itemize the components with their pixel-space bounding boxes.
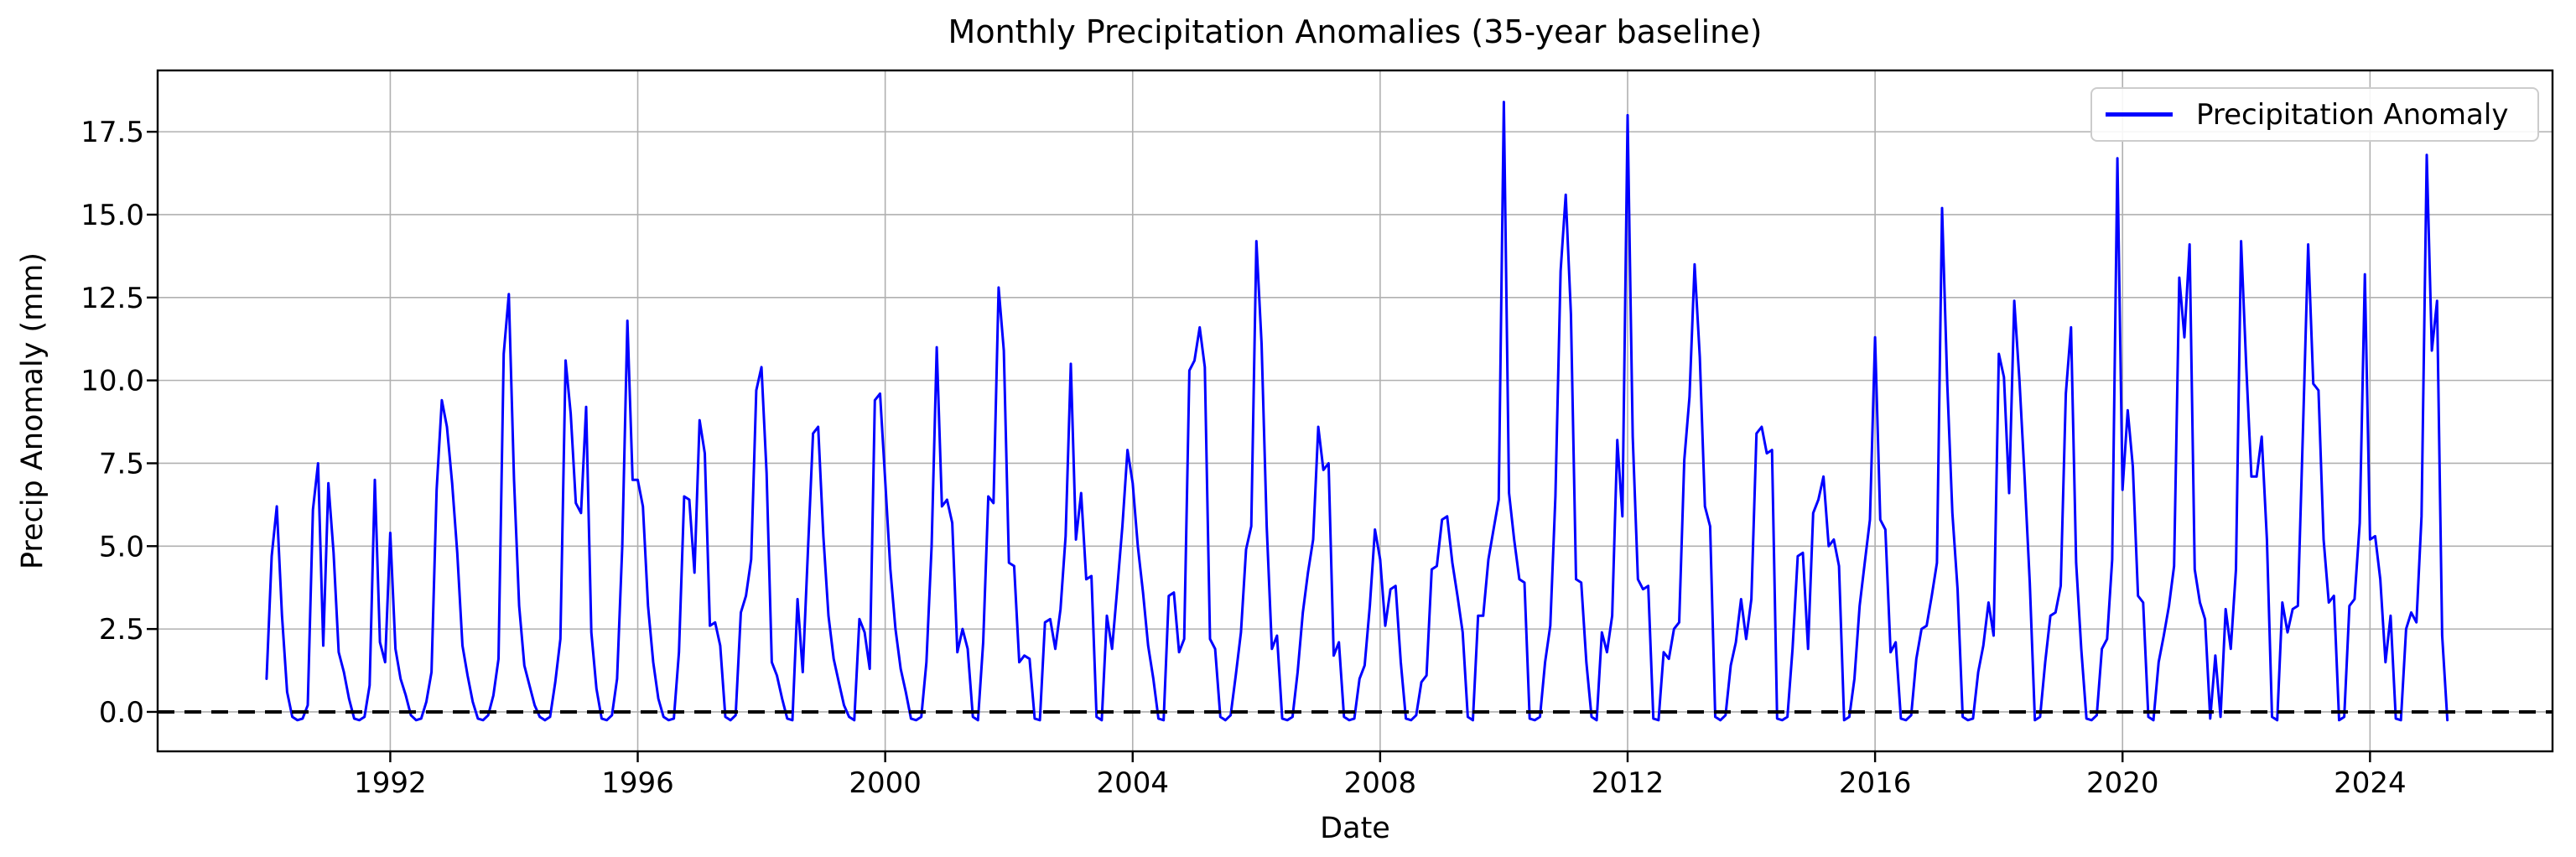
legend: Precipitation Anomaly bbox=[2090, 87, 2539, 142]
y-tick-label: 17.5 bbox=[80, 116, 144, 149]
y-tick-label: 12.5 bbox=[80, 282, 144, 315]
y-tick-label: 15.0 bbox=[80, 199, 144, 232]
x-tick-label: 1992 bbox=[354, 766, 427, 800]
legend-line-sample bbox=[2106, 112, 2173, 117]
y-tick-label: 7.5 bbox=[99, 447, 144, 480]
x-tick-label: 2020 bbox=[2086, 766, 2159, 800]
x-tick-label: 2016 bbox=[1839, 766, 1912, 800]
y-tick-label: 0.0 bbox=[99, 696, 144, 730]
x-tick-label: 2000 bbox=[849, 766, 922, 800]
legend-label: Precipitation Anomaly bbox=[2196, 97, 2509, 132]
x-tick-label: 2008 bbox=[1344, 766, 1417, 800]
y-axis-label: Precip Anomaly (mm) bbox=[16, 252, 49, 570]
x-tick-label: 2004 bbox=[1096, 766, 1169, 800]
x-tick-label: 2012 bbox=[1592, 766, 1665, 800]
x-axis-label: Date bbox=[1320, 812, 1390, 845]
y-tick-label: 2.5 bbox=[99, 613, 144, 647]
x-tick-label: 2024 bbox=[2334, 766, 2407, 800]
axes-spines bbox=[156, 69, 2554, 753]
chart-title: Monthly Precipitation Anomalies (35-year… bbox=[948, 13, 1763, 50]
y-tick-label: 10.0 bbox=[80, 365, 144, 398]
x-tick-label: 1996 bbox=[601, 766, 674, 800]
anomaly-line bbox=[265, 101, 2449, 722]
y-tick-label: 5.0 bbox=[99, 530, 144, 564]
